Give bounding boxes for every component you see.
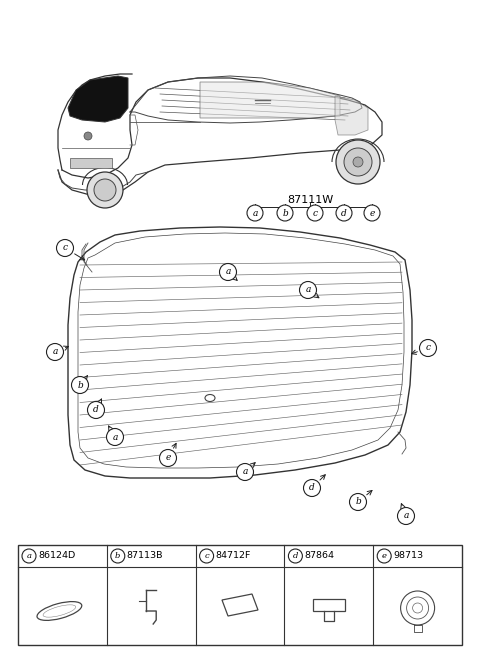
- Text: a: a: [403, 512, 408, 520]
- Text: d: d: [293, 552, 298, 560]
- Circle shape: [303, 480, 321, 497]
- Circle shape: [397, 508, 415, 525]
- Circle shape: [353, 157, 363, 167]
- Circle shape: [237, 464, 253, 480]
- Text: e: e: [369, 209, 375, 218]
- Text: e: e: [382, 552, 387, 560]
- Circle shape: [420, 340, 436, 356]
- Circle shape: [247, 205, 263, 221]
- Text: c: c: [312, 209, 317, 218]
- Circle shape: [47, 344, 63, 361]
- Text: 86124D: 86124D: [38, 552, 75, 560]
- Circle shape: [22, 549, 36, 563]
- Text: a: a: [252, 209, 258, 218]
- Text: a: a: [52, 348, 58, 356]
- Circle shape: [111, 549, 125, 563]
- Text: c: c: [204, 552, 209, 560]
- Polygon shape: [335, 96, 368, 135]
- Text: b: b: [355, 497, 361, 506]
- Text: 87864: 87864: [304, 552, 335, 560]
- Circle shape: [377, 549, 391, 563]
- Circle shape: [159, 449, 177, 466]
- Circle shape: [336, 205, 352, 221]
- Text: c: c: [62, 243, 68, 253]
- Circle shape: [84, 132, 92, 140]
- Circle shape: [349, 493, 367, 510]
- Text: b: b: [77, 380, 83, 390]
- Text: 87111W: 87111W: [287, 195, 333, 205]
- Text: 84712F: 84712F: [216, 552, 251, 560]
- Circle shape: [277, 205, 293, 221]
- Polygon shape: [200, 82, 340, 118]
- Text: a: a: [26, 552, 32, 560]
- Circle shape: [200, 549, 214, 563]
- Text: b: b: [115, 552, 120, 560]
- Circle shape: [288, 549, 302, 563]
- Polygon shape: [68, 76, 128, 122]
- Text: 87113B: 87113B: [127, 552, 163, 560]
- Circle shape: [307, 205, 323, 221]
- Circle shape: [72, 377, 88, 394]
- Circle shape: [300, 281, 316, 298]
- Polygon shape: [70, 158, 112, 168]
- Text: b: b: [282, 209, 288, 218]
- Text: d: d: [93, 405, 99, 415]
- Circle shape: [364, 205, 380, 221]
- Circle shape: [344, 148, 372, 176]
- Text: a: a: [225, 268, 231, 276]
- Circle shape: [57, 239, 73, 256]
- Text: a: a: [112, 432, 118, 441]
- Circle shape: [336, 140, 380, 184]
- Circle shape: [87, 172, 123, 208]
- Text: a: a: [305, 285, 311, 295]
- Text: d: d: [341, 209, 347, 218]
- Text: a: a: [242, 468, 248, 476]
- Circle shape: [94, 179, 116, 201]
- Circle shape: [107, 428, 123, 445]
- Circle shape: [219, 264, 237, 281]
- Text: e: e: [165, 453, 171, 462]
- Text: 98713: 98713: [393, 552, 423, 560]
- Text: c: c: [425, 344, 431, 352]
- Text: d: d: [309, 483, 315, 493]
- Circle shape: [87, 401, 105, 419]
